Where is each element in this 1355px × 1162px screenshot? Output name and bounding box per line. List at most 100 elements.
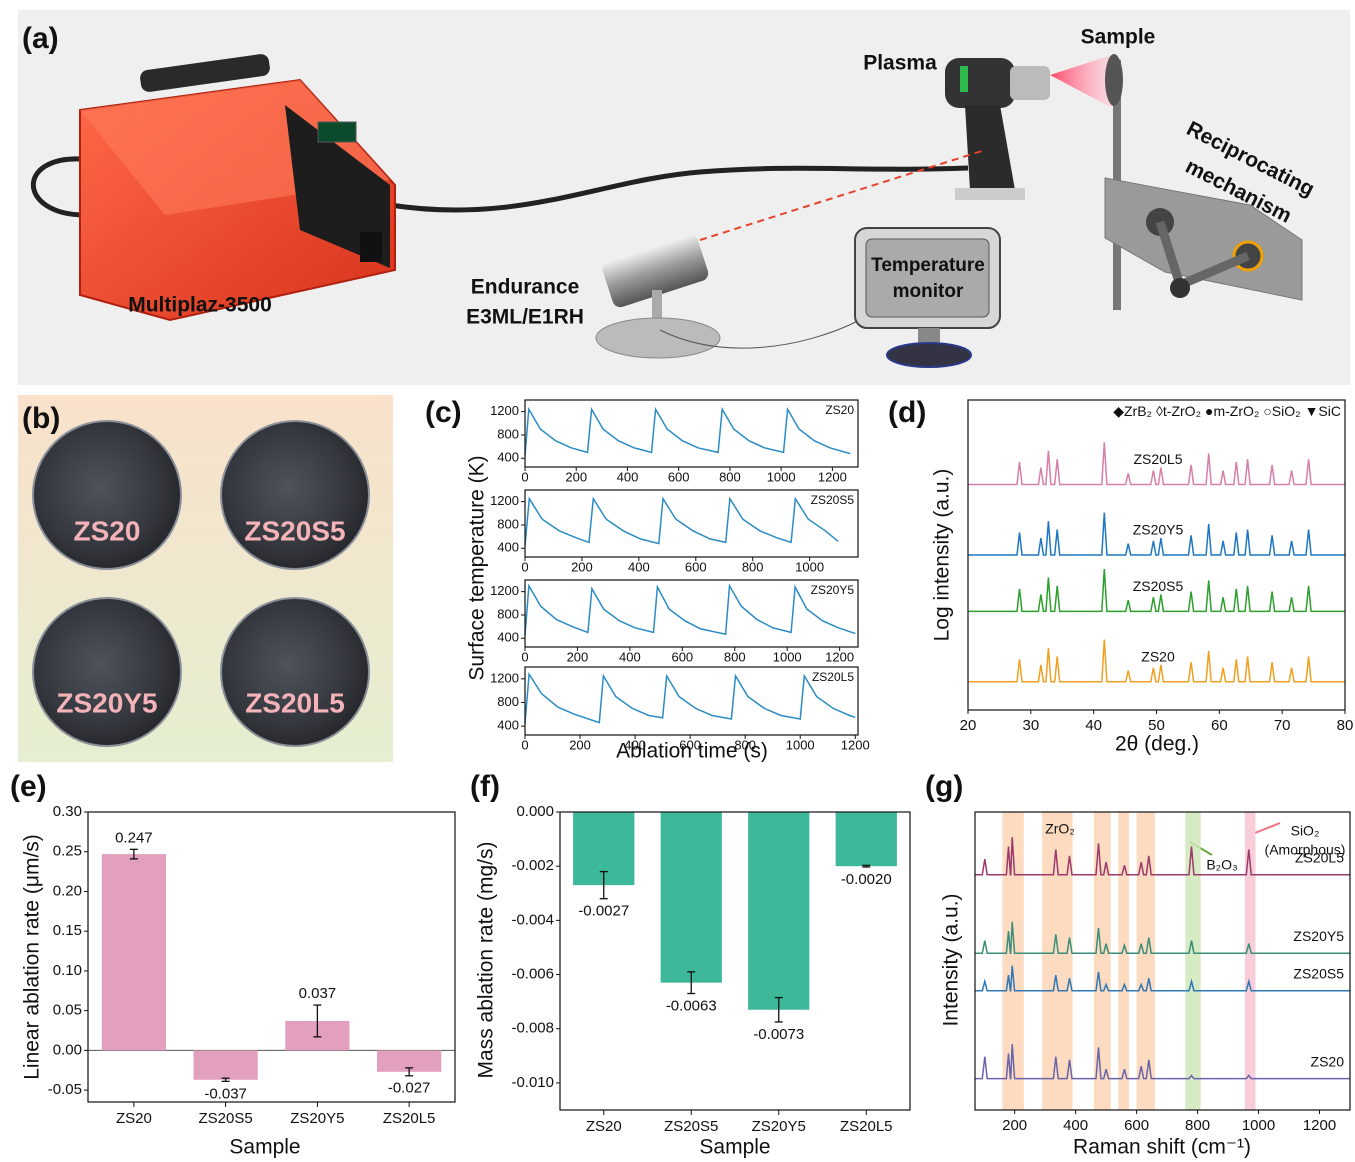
x-tick-label: 1000 [767, 469, 796, 484]
y-tick-label: -0.002 [511, 857, 554, 874]
y-axis-label: Linear ablation rate (μm/s) [21, 834, 44, 1080]
sample-disk [1105, 54, 1123, 106]
x-tick-label: 1200 [841, 737, 870, 752]
x-tick-label: ZS20Y5 [290, 1110, 344, 1127]
monitor-label: monitor [893, 281, 964, 302]
monitor-screen [866, 239, 989, 317]
y-axis-label: Log intensity (a.u.) [931, 469, 954, 642]
y-tick-label: 0.00 [53, 1041, 82, 1058]
x-tick-label: 200 [571, 559, 593, 574]
y-tick-label: 800 [497, 606, 519, 621]
annotation: B₂O₃ [1206, 857, 1237, 873]
x-tick-label: 1000 [795, 559, 824, 574]
x-tick-label: 1000 [773, 649, 802, 664]
panel-label: (e) [10, 770, 47, 803]
data-label: -0.027 [388, 1080, 431, 1097]
x-tick-label: 600 [671, 649, 693, 664]
y-tick-label: 1200 [490, 670, 519, 685]
x-tick-label: 80 [1337, 717, 1354, 734]
plot-frame [525, 580, 858, 647]
legend-entry: ◆ZrB₂ [1113, 403, 1152, 419]
gun-indicator [960, 66, 968, 92]
data-label: -0.0027 [578, 903, 629, 920]
sample-label: Sample [1081, 26, 1156, 49]
panel-label: (d) [888, 396, 926, 429]
legend-entry: ◊t-ZrO₂ [1156, 403, 1201, 419]
x-tick-label: ZS20S5 [199, 1110, 253, 1127]
y-tick-label: 0.10 [53, 962, 82, 979]
y-tick-label: 400 [497, 718, 519, 733]
x-tick-label: 1000 [1242, 1117, 1275, 1134]
series-label: ZS20Y5 [1293, 928, 1344, 944]
figure: Multiplaz-3500 Plasma Sample Reciprocati… [0, 0, 1355, 1162]
pyrometer-label: Endurance [471, 276, 580, 299]
x-tick-label: 40 [1085, 717, 1102, 734]
monitor-label: Temperature [871, 255, 985, 276]
y-tick-label: 1200 [490, 493, 519, 508]
device-display [318, 122, 356, 142]
y-tick-label: 400 [497, 540, 519, 555]
y-tick-label: -0.004 [511, 911, 554, 928]
data-line [525, 674, 855, 723]
x-tick-label: 600 [685, 559, 707, 574]
highlight-band [1137, 812, 1155, 1110]
y-tick-label: 800 [497, 516, 519, 531]
x-tick-label: 400 [619, 649, 641, 664]
x-tick-label: 30 [1022, 717, 1039, 734]
data-label: -0.037 [204, 1085, 247, 1102]
data-label: -0.0020 [841, 871, 892, 888]
series-label: ZS20S5 [1293, 966, 1344, 982]
x-tick-label: 800 [1185, 1117, 1210, 1134]
y-tick-label: -0.008 [511, 1020, 554, 1037]
panel-label: (g) [925, 770, 963, 803]
panel-a: Multiplaz-3500 Plasma Sample Reciprocati… [18, 10, 1350, 385]
y-tick-label: 0.30 [53, 803, 82, 820]
y-axis-label: Surface temperature (K) [466, 455, 489, 680]
y-tick-label: 0.20 [53, 882, 82, 899]
x-tick-label: ZS20L5 [383, 1110, 436, 1127]
device-plug [360, 232, 382, 262]
y-tick-label: -0.010 [511, 1074, 554, 1091]
data-label: -0.0073 [753, 1026, 804, 1043]
x-tick-label: 0 [521, 469, 528, 484]
legend-entry: ●m-ZrO₂ [1205, 403, 1259, 419]
data-line [525, 409, 850, 455]
sample-label: ZS20S5 [244, 515, 345, 546]
pyrometer-label: E3ML/E1RH [466, 306, 584, 329]
data-label: -0.0063 [666, 997, 717, 1014]
x-tick-label: 1200 [818, 469, 847, 484]
x-tick-label: 200 [569, 737, 591, 752]
gun-base [955, 188, 1025, 200]
x-tick-label: 400 [628, 559, 650, 574]
sample-label: ZS20L5 [245, 687, 345, 718]
device-label: Multiplaz-3500 [128, 294, 272, 317]
panel-label: (f) [470, 770, 500, 803]
plot-frame [525, 400, 858, 467]
legend-entry: ▼SiC [1305, 403, 1341, 419]
series-label: ZS20Y5 [1133, 522, 1184, 538]
highlight-band [1118, 812, 1129, 1110]
x-tick-label: 20 [960, 717, 977, 734]
monitor-base [887, 343, 971, 367]
bar [194, 1050, 258, 1079]
y-axis-label: Mass ablation rate (mg/s) [475, 842, 498, 1079]
series-label: ZS20 [1311, 1053, 1345, 1069]
x-axis-label: Sample [229, 1136, 300, 1159]
x-tick-label: 400 [617, 469, 639, 484]
sample-disk [33, 598, 181, 746]
x-tick-label: 800 [724, 649, 746, 664]
x-axis-label: Sample [699, 1136, 770, 1159]
bar [102, 854, 166, 1050]
y-tick-label: 800 [497, 426, 519, 441]
series-label: ZS20Y5 [811, 583, 855, 597]
annotation: ZrO₂ [1045, 821, 1075, 837]
data-line [525, 499, 838, 546]
x-tick-label: 200 [1002, 1117, 1027, 1134]
mechanism-joint [1170, 278, 1190, 298]
panel-b: ZS20 ZS20S5 ZS20Y5 ZS20L5 [18, 395, 393, 762]
panel-label: (a) [22, 22, 59, 55]
y-tick-label: 0.000 [516, 803, 554, 820]
annotation: (Amorphous) [1265, 842, 1346, 858]
y-axis-label: Intensity (a.u.) [940, 893, 963, 1026]
plot-frame [525, 667, 858, 735]
